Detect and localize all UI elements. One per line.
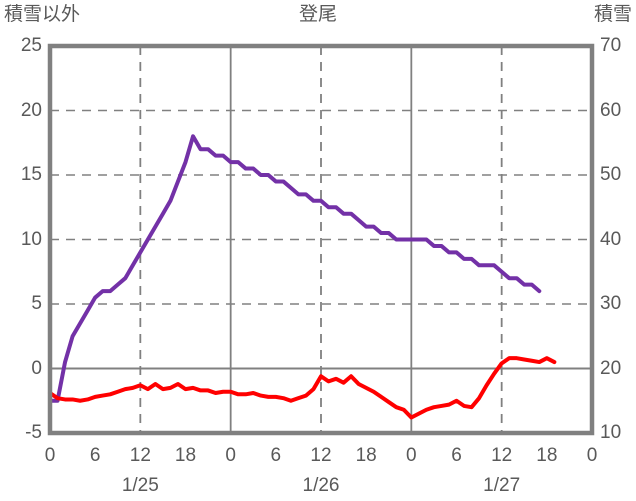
series-line-2 xyxy=(48,356,557,420)
y-axis-right-tick: 40 xyxy=(600,228,622,250)
x-axis-hour-tick: 18 xyxy=(174,445,197,466)
data-series xyxy=(48,134,557,420)
x-axis-hour-tick: 6 xyxy=(89,445,101,466)
x-axis-hour-tick: 0 xyxy=(406,445,417,466)
plot-frame xyxy=(47,43,595,436)
x-axis-day-label: 1/26 xyxy=(302,475,340,496)
chart-title: 登尾 xyxy=(298,4,337,25)
x-axis-hour-tick: 12 xyxy=(491,445,513,466)
y-axis-right-tick: 10 xyxy=(600,422,622,443)
gridlines xyxy=(50,46,592,433)
y-axis-right-tick: 30 xyxy=(600,293,622,314)
x-axis-hour-tick: 0 xyxy=(586,445,598,466)
y-axis-right-tick: 20 xyxy=(600,357,622,379)
x-axis-hour-tick: 0 xyxy=(44,445,56,466)
y-axis-left-tick: 15 xyxy=(20,164,42,185)
x-axis-day-label: 1/25 xyxy=(121,475,159,496)
y-axis-left-tick: -5 xyxy=(25,422,42,443)
y-axis-right-tick: 70 xyxy=(600,35,622,56)
y-axis-left-tick: 25 xyxy=(20,35,42,56)
x-axis-hour-tick: 12 xyxy=(310,445,332,466)
plot-border xyxy=(47,43,595,436)
x-axis-hour-tick: 6 xyxy=(270,445,282,466)
left-axis-title: 積雪以外 xyxy=(4,4,81,25)
x-axis-hour-tick: 6 xyxy=(451,445,462,466)
y-axis-right-tick: 60 xyxy=(600,99,622,121)
series-line-1 xyxy=(48,134,542,403)
x-axis-hour-tick: 12 xyxy=(129,445,151,466)
y-axis-right-tick: 50 xyxy=(600,164,622,185)
right-axis-title: 積雪 xyxy=(593,4,632,25)
x-axis-hour-tick: 18 xyxy=(536,445,558,466)
y-axis-left-tick: 10 xyxy=(20,228,42,250)
y-axis-left-tick: 20 xyxy=(20,99,42,121)
y-axis-left-tick: 5 xyxy=(31,293,42,314)
x-axis-day-label: 1/27 xyxy=(483,475,521,496)
x-axis-hour-tick: 0 xyxy=(225,445,236,466)
y-axis-left-tick: 0 xyxy=(31,357,42,379)
x-axis-hour-tick: 18 xyxy=(355,445,377,466)
